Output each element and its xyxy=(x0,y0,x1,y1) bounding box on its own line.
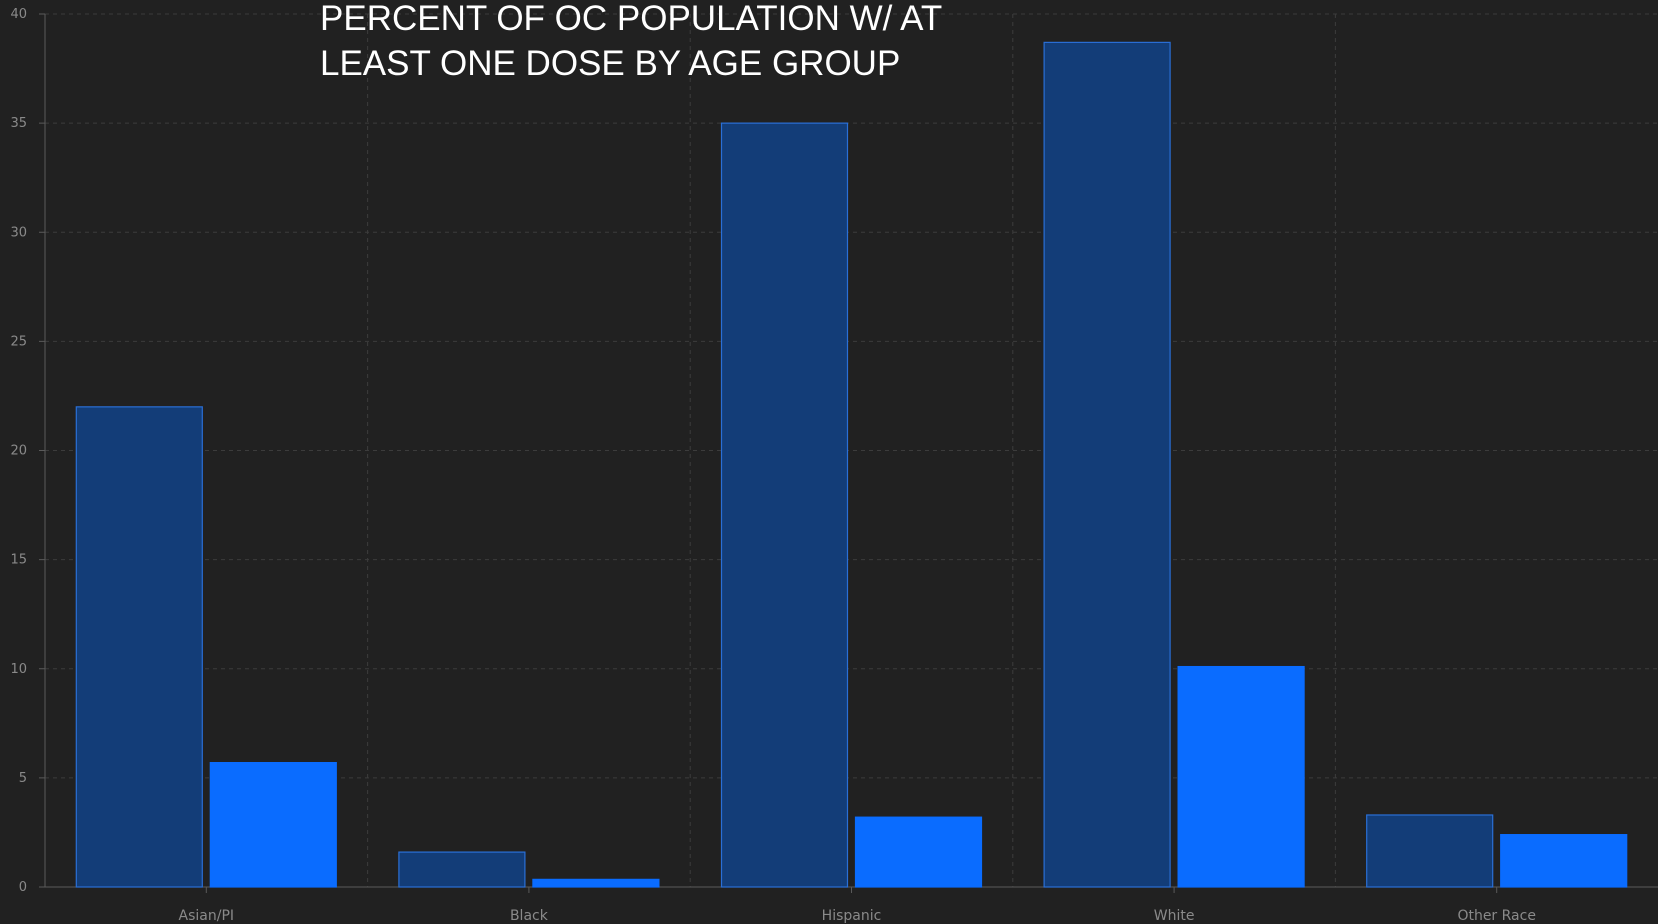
x-tick-label: Other Race xyxy=(1457,908,1536,924)
bar-white-series-1 xyxy=(1043,41,1171,888)
y-tick-label: 40 xyxy=(10,7,27,22)
grid-lines xyxy=(45,13,1658,887)
bar-white-series-2 xyxy=(1177,665,1305,888)
x-tick-label: Hispanic xyxy=(822,908,882,924)
y-tick-label: 25 xyxy=(10,334,27,349)
axes xyxy=(39,13,1658,893)
y-tick-label: 20 xyxy=(10,444,27,459)
y-tick-label: 30 xyxy=(10,225,27,240)
bar-black-series-1 xyxy=(398,851,526,888)
x-tick-label: Asian/PI xyxy=(179,908,235,924)
bar-hispanic-series-1 xyxy=(720,122,849,888)
bar-asian-pi-series-1 xyxy=(75,406,203,888)
x-tick-label: White xyxy=(1154,908,1195,924)
bar-other-race-series-2 xyxy=(1500,834,1628,888)
bar-black-series-2 xyxy=(532,878,660,888)
y-tick-label: 10 xyxy=(10,662,27,677)
y-tick-label: 35 xyxy=(10,116,27,131)
bar-asian-pi-series-2 xyxy=(209,761,337,888)
chart-title-line-1: PERCENT OF OC POPULATION W/ AT xyxy=(320,0,942,38)
y-tick-label: 15 xyxy=(10,553,27,568)
x-tick-label: Black xyxy=(510,908,549,924)
bar-other-race-series-1 xyxy=(1366,814,1494,888)
bars xyxy=(75,41,1628,888)
bar-hispanic-series-2 xyxy=(854,816,983,888)
y-tick-label: 5 xyxy=(19,771,27,786)
y-tick-label: 0 xyxy=(19,880,27,895)
chart-title-line-2: LEAST ONE DOSE BY AGE GROUP xyxy=(320,44,900,83)
axis-labels: 0 5 10 15 20 25 30 35 40 Asian/PI Black Hispanic Whi… xyxy=(10,7,1536,924)
